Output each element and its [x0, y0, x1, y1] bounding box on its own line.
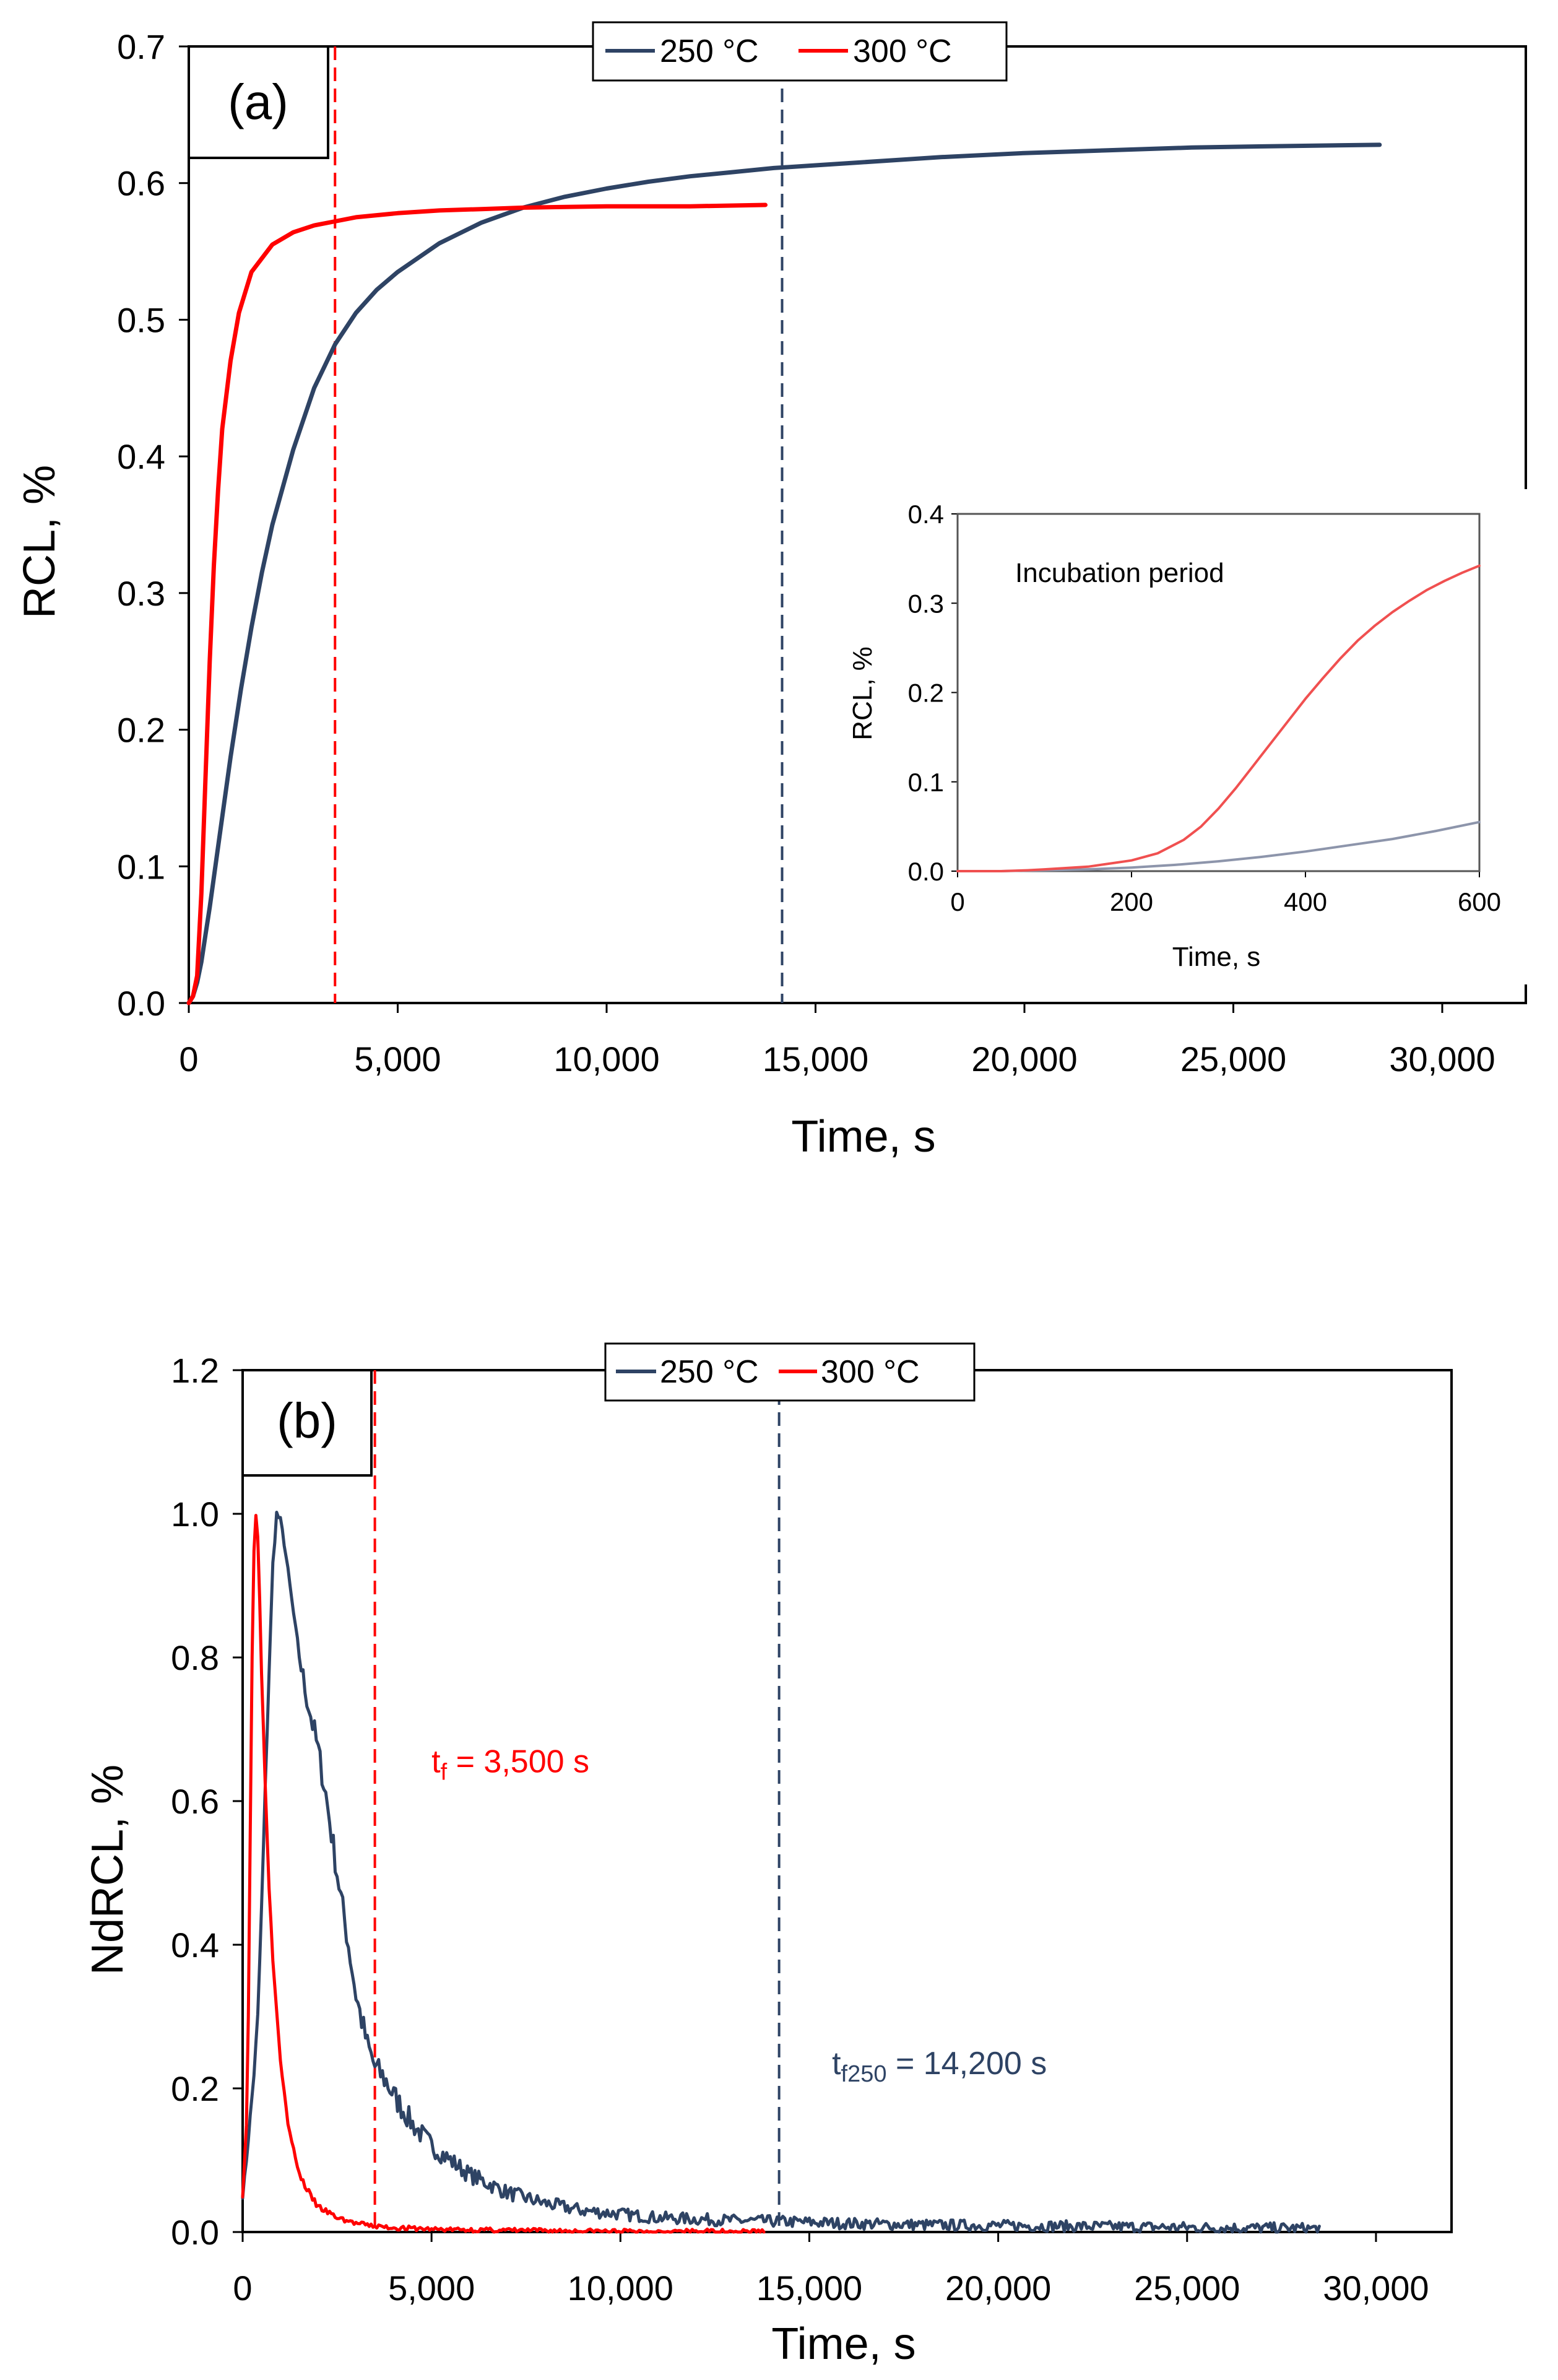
panel-a-y-axis-title: RCL, %	[15, 465, 64, 619]
legend-label-300: 300 °C	[853, 33, 952, 69]
x-tick-label: 5,000	[354, 1040, 441, 1079]
series-line-250-c	[186, 142, 1382, 1005]
x-tick-label: 10,000	[553, 1040, 659, 1079]
panel-a-ticks: 0 5,000 10,000 15,000 20,000 25,000 30,0000.00…	[117, 27, 1495, 1079]
x-tick-label: 600	[1458, 887, 1501, 916]
annotation-tf-250: tf250 = 14,200 s	[832, 2046, 1047, 2087]
panel-a-x-axis-title: Time, s	[791, 1112, 935, 1162]
annotation-tf-300-value: = 3,500 s	[447, 1744, 589, 1780]
panel-b-reference-lines	[373, 1370, 781, 2232]
panel-a: 0 5,000 10,000 15,000 20,000 25,000 30,0000.00…	[15, 21, 1529, 1162]
panel-b-x-axis-title: Time, s	[771, 2319, 915, 2369]
annotation-tf-300: tf = 3,500 s	[431, 1744, 589, 1786]
y-tick-label: 0.4	[908, 500, 944, 529]
x-tick-label: 30,000	[1323, 2269, 1429, 2308]
x-tick-label: 0	[179, 1040, 198, 1079]
panel-b-label-box	[241, 1369, 373, 1477]
annotation-tf-300-sub: f	[441, 1760, 448, 1786]
inset-plot-frame	[956, 513, 1481, 872]
x-tick-label: 20,000	[971, 1040, 1077, 1079]
series-line-300-c	[241, 1514, 766, 2234]
panel-b-series	[241, 1511, 1321, 2234]
y-tick-label: 0.7	[117, 27, 165, 66]
legend-label-250: 250 °C	[660, 33, 759, 69]
panel-b-legend: 250 °C 300 °C	[604, 1342, 976, 1402]
y-tick-label: 0.6	[117, 164, 165, 203]
y-tick-label: 0.3	[908, 589, 944, 618]
inset-series	[956, 564, 1481, 872]
y-tick-label: 0.1	[908, 768, 944, 797]
annotation-tf-250-sub: f250	[841, 2061, 887, 2087]
panel-a-inset: 0 200 400 600 0.0 0.1 0.2 0.3 0.4 Incubation per…	[805, 489, 1529, 984]
inset-ticks: 0 200 400 600 0.0 0.1 0.2 0.3 0.4	[908, 500, 1501, 916]
x-tick-label: 0	[950, 887, 964, 916]
y-tick-label: 0.2	[171, 2069, 219, 2108]
inset-background	[805, 489, 1529, 984]
y-tick-label: 0.8	[171, 1638, 219, 1677]
y-tick-label: 0.4	[117, 437, 165, 476]
x-tick-label: 400	[1284, 887, 1327, 916]
y-tick-label: 1.2	[171, 1351, 219, 1390]
x-tick-label: 15,000	[756, 2269, 862, 2308]
panel-a-legend: 250 °C 300 °C	[592, 21, 1008, 82]
x-tick-label: 20,000	[945, 2269, 1051, 2308]
x-tick-label: 10,000	[568, 2269, 673, 2308]
annotation-tf-300-main: t	[431, 1744, 441, 1780]
panel-b-ticks: 0 5,000 10,000 15,000 20,000 25,000 30,000 0.0 0…	[171, 1351, 1429, 2308]
annotation-tf-250-value: = 14,200 s	[887, 2046, 1047, 2082]
panel-a-series	[186, 142, 1382, 1005]
y-tick-label: 0.5	[117, 300, 165, 339]
y-tick-label: 1.0	[171, 1495, 219, 1534]
panel-a-reference-lines	[334, 46, 784, 1003]
x-tick-label: 0	[233, 2269, 252, 2308]
y-tick-label: 0.0	[171, 2213, 219, 2252]
x-tick-label: 25,000	[1180, 1040, 1286, 1079]
legend-label-300: 300 °C	[821, 1354, 920, 1390]
series-line-300-c	[956, 564, 1481, 872]
inset-y-axis-title: RCL, %	[847, 646, 878, 740]
legend-label-250: 250 °C	[660, 1354, 759, 1390]
y-tick-label: 0.1	[117, 847, 165, 886]
panel-b: 0 5,000 10,000 15,000 20,000 25,000 30,000 0.0 0…	[83, 1342, 1453, 2369]
x-tick-label: 25,000	[1134, 2269, 1240, 2308]
x-tick-label: 30,000	[1389, 1040, 1495, 1079]
y-tick-label: 0.2	[908, 679, 944, 708]
annotation-tf-250-main: t	[832, 2046, 841, 2082]
y-tick-label: 0.4	[171, 1926, 219, 1965]
series-line-300-c	[186, 202, 768, 1005]
y-tick-label: 0.0	[117, 984, 165, 1023]
inset-title: Incubation period	[1015, 558, 1224, 588]
y-tick-label: 0.2	[117, 711, 165, 750]
panel-b-label: (b)	[277, 1393, 337, 1448]
panel-a-label: (a)	[228, 74, 288, 129]
x-tick-label: 200	[1110, 887, 1153, 916]
panel-a-label-box	[188, 45, 329, 159]
inset-x-axis-title: Time, s	[1172, 942, 1261, 972]
panel-b-y-axis-title: NdRCL, %	[83, 1765, 132, 1975]
series-line-250-c	[241, 1511, 1321, 2234]
y-tick-label: 0.3	[117, 574, 165, 613]
y-tick-label: 0.6	[171, 1782, 219, 1821]
y-tick-label: 0.0	[908, 857, 944, 886]
x-tick-label: 5,000	[388, 2269, 475, 2308]
x-tick-label: 15,000	[763, 1040, 868, 1079]
